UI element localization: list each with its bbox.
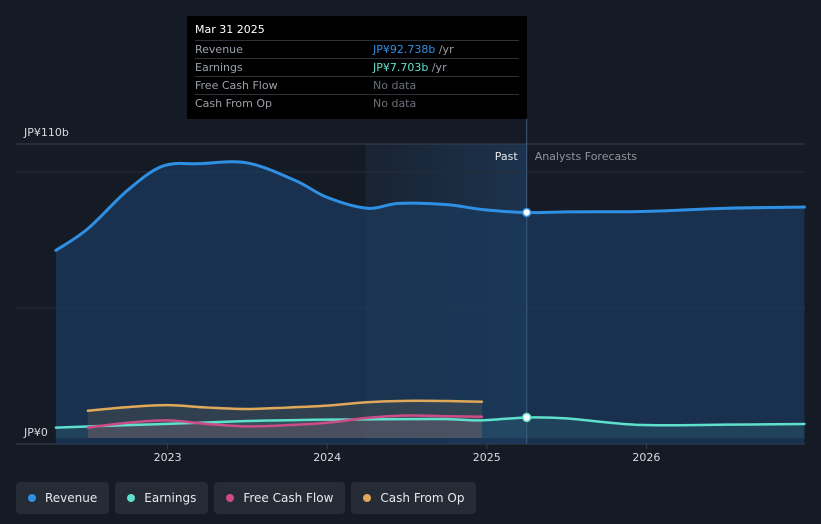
tooltip-date: Mar 31 2025 — [195, 23, 265, 36]
legend-item-earnings[interactable]: Earnings — [115, 482, 209, 514]
tooltip-row-revenue: Revenue JP¥92.738b /yr — [195, 40, 519, 58]
legend-dot-icon — [28, 494, 36, 502]
forecast-label: Analysts Forecasts — [535, 150, 638, 163]
tooltip-label: Free Cash Flow — [195, 79, 278, 92]
legend-dot-icon — [127, 494, 136, 502]
earnings-highlight-marker — [521, 412, 532, 423]
tooltip-label: Cash From Op — [195, 97, 273, 110]
x-tick-label: 2026 — [632, 451, 660, 464]
tooltip-row-free-cash-flow: Free Cash Flow No data — [195, 76, 519, 94]
legend-dot-icon — [226, 494, 235, 502]
tooltip-value: JP¥92.738b /yr — [373, 43, 454, 56]
revenue-area — [55, 161, 805, 445]
legend-label: Free Cash Flow — [243, 491, 334, 505]
revenue-line — [54, 160, 806, 252]
x-tick-label: 2023 — [154, 451, 182, 464]
legend-dot-icon — [363, 494, 372, 502]
earnings-line — [54, 416, 806, 429]
chart-legend: Revenue Earnings Free Cash Flow Cash Fro… — [16, 482, 477, 514]
earnings-area — [55, 417, 805, 438]
legend-item-free-cash-flow[interactable]: Free Cash Flow — [214, 482, 346, 514]
x-tick-label: 2025 — [473, 451, 501, 464]
data-tooltip: Mar 31 2025 Revenue JP¥92.738b /yr Earni… — [187, 16, 527, 119]
tooltip-value: No data — [373, 97, 417, 110]
tooltip-value: JP¥7.703b /yr — [373, 61, 447, 74]
tooltip-row-earnings: Earnings JP¥7.703b /yr — [195, 58, 519, 76]
legend-item-revenue[interactable]: Revenue — [16, 482, 110, 514]
cfo-line — [86, 399, 484, 412]
legend-label: Earnings — [144, 491, 197, 505]
past-label: Past — [495, 150, 519, 163]
y-axis-top-label: JP¥110b — [23, 126, 69, 139]
x-axis-ticks: 2023 2024 2025 2026 — [154, 444, 660, 464]
revenue-highlight-marker — [521, 207, 532, 218]
legend-label: Revenue — [45, 491, 98, 505]
tooltip-label: Earnings — [195, 61, 243, 74]
y-axis-bottom-label: JP¥0 — [23, 426, 48, 439]
tooltip-row-cash-from-op: Cash From Op No data — [195, 94, 519, 112]
fcf-line — [86, 414, 484, 429]
series-lines — [54, 160, 806, 429]
highlight-markers — [521, 207, 532, 423]
x-tick-label: 2024 — [313, 451, 341, 464]
tooltip-label: Revenue — [195, 43, 243, 56]
legend-item-cash-from-op[interactable]: Cash From Op — [351, 482, 477, 514]
tooltip-value: No data — [373, 79, 417, 92]
fcf-area — [87, 415, 483, 438]
series-areas — [55, 161, 805, 445]
legend-label: Cash From Op — [380, 491, 465, 505]
financial-chart: JP¥110b JP¥0 Past Analysts Forecasts 202… — [16, 119, 806, 464]
